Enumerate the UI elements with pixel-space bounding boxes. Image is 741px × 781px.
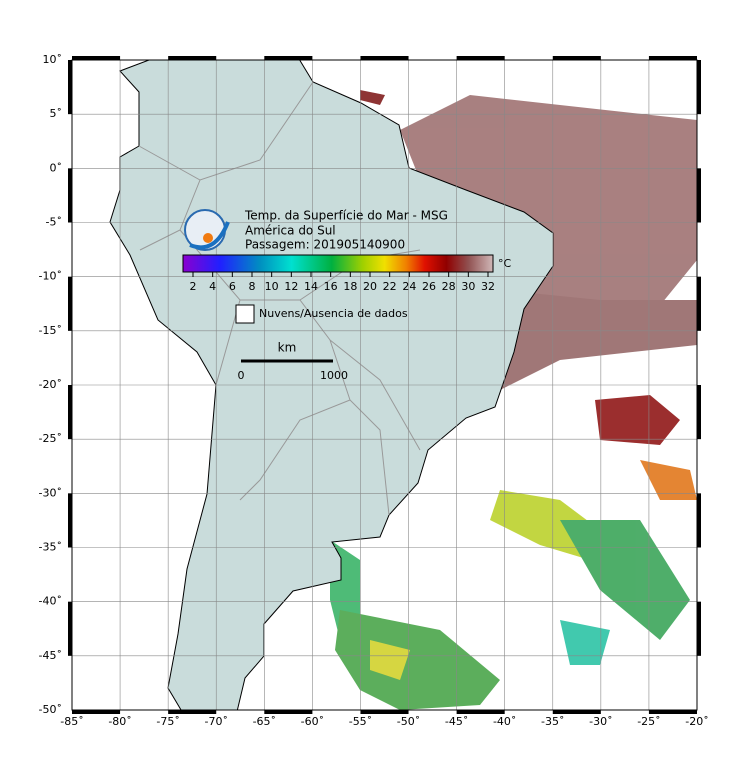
colorbar-tick-label: 26: [422, 280, 436, 293]
frame-segment: [648, 710, 697, 714]
frame-segment: [168, 710, 217, 714]
frame-segment: [456, 710, 505, 714]
title: Temp. da Superfície do Mar - MSG: [244, 209, 448, 223]
colorbar-tick-label: 6: [229, 280, 236, 293]
lon-label: -70˚: [204, 715, 227, 728]
colorbar-tick-label: 12: [284, 280, 298, 293]
lat-label: -50˚: [39, 703, 62, 716]
pass-time: Passagem: 201905140900: [245, 238, 405, 252]
legend-label: Nuvens/Ausencia de dados: [259, 307, 408, 320]
lon-label: -40˚: [493, 715, 516, 728]
frame-segment: [68, 601, 72, 656]
frame-ticks: [68, 56, 701, 714]
frame-segment: [456, 56, 505, 60]
lon-label: -25˚: [637, 715, 660, 728]
scale-unit: km: [278, 341, 297, 355]
colorbar-tick-label: 16: [324, 280, 338, 293]
scale-label: 0: [238, 369, 245, 382]
lat-label: -20˚: [39, 378, 62, 391]
graticule: [72, 60, 697, 710]
frame-segment: [552, 710, 601, 714]
colorbar-ticks: 2 4 6 8 10 12 14 16 18 20 22 24 26 28 30 32: [190, 272, 495, 293]
lat-label: -10˚: [39, 270, 62, 283]
lat-label: -25˚: [39, 432, 62, 445]
colorbar-tick-label: 32: [481, 280, 495, 293]
colorbar-tick-label: 18: [343, 280, 357, 293]
colorbar-tick-label: 2: [190, 280, 197, 293]
colorbar-tick-label: 28: [442, 280, 456, 293]
frame-segment: [697, 60, 701, 115]
lat-label: 0˚: [50, 161, 63, 174]
colorbar-tick-label: 8: [249, 280, 256, 293]
lat-label: -40˚: [39, 595, 62, 608]
map-area: [72, 60, 697, 710]
lon-label: -65˚: [253, 715, 276, 728]
lon-label: -80˚: [108, 715, 131, 728]
colorbar-tick-label: 10: [265, 280, 279, 293]
lat-label: -5˚: [46, 216, 62, 229]
frame-segment: [68, 385, 72, 440]
frame-segment: [360, 710, 409, 714]
lon-label: -75˚: [156, 715, 179, 728]
frame-segment: [68, 276, 72, 331]
frame-segment: [72, 710, 121, 714]
lon-label: -35˚: [541, 715, 564, 728]
lon-label: -55˚: [349, 715, 372, 728]
colorbar: [182, 254, 494, 273]
frame-segment: [360, 56, 409, 60]
colorbar-tick-label: 22: [383, 280, 397, 293]
lon-label: -50˚: [397, 715, 420, 728]
lon-label: -45˚: [445, 715, 468, 728]
region: América do Sul: [245, 224, 336, 238]
frame-segment: [68, 168, 72, 223]
frame-segment: [264, 710, 313, 714]
lon-label: -30˚: [589, 715, 612, 728]
frame-segment: [68, 60, 72, 115]
frame-segment: [697, 493, 701, 548]
frame-segment: [648, 56, 697, 60]
colorbar-tick-label: 4: [209, 280, 216, 293]
legend-swatch: [235, 304, 255, 324]
sst-patches: [330, 90, 697, 710]
lat-label: -45˚: [39, 649, 62, 662]
frame-segment: [72, 56, 121, 60]
frame-segment: [168, 56, 217, 60]
lat-label: -35˚: [39, 541, 62, 554]
frame-segment: [697, 168, 701, 223]
colorbar-unit: °C: [498, 257, 512, 270]
lat-label: 5˚: [50, 107, 63, 120]
colorbar-tick-label: 30: [461, 280, 475, 293]
frame-segment: [68, 493, 72, 548]
lon-label: -60˚: [301, 715, 324, 728]
scale-label: 1000: [320, 369, 348, 382]
lat-label: -15˚: [39, 324, 62, 337]
frame-segment: [552, 56, 601, 60]
axis-labels: -85˚ -80˚ -75˚ -70˚ -65˚ -60˚ -55˚ -50˚ -45˚ -40˚…: [39, 53, 709, 728]
lat-label: 10˚: [43, 53, 63, 66]
frame-segment: [697, 276, 701, 331]
colorbar-tick-label: 24: [402, 280, 416, 293]
frame-segment: [697, 385, 701, 440]
logo: [184, 209, 230, 251]
frame-segment: [697, 601, 701, 656]
frame-segment: [264, 56, 313, 60]
colorbar-tick-label: 14: [304, 280, 318, 293]
lon-label: -20˚: [685, 715, 708, 728]
lat-label: -30˚: [39, 486, 62, 499]
lon-label: -85˚: [60, 715, 83, 728]
colorbar-tick-label: 20: [363, 280, 377, 293]
